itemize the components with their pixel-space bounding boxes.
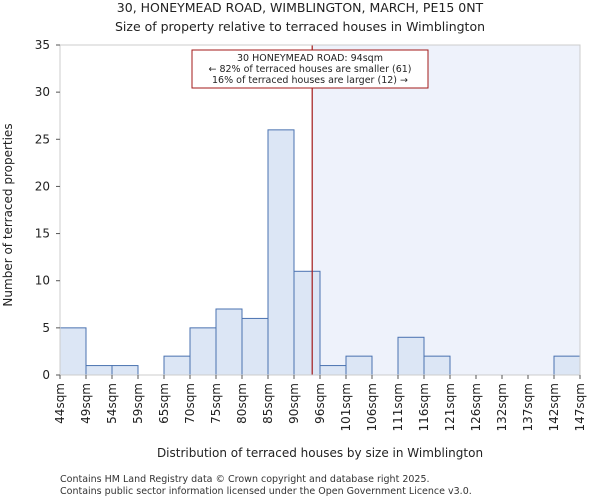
chart-subtitle: Size of property relative to terraced ho…: [115, 19, 485, 34]
bar-96sqm: [319, 365, 347, 376]
y-tick-label-25: 25: [35, 132, 50, 146]
y-axis-label: Number of terraced properties: [1, 123, 15, 306]
bar-111sqm: [397, 336, 425, 376]
bar-54sqm: [111, 365, 139, 376]
y-tick-label-10: 10: [35, 274, 50, 288]
y-tick-label-35: 35: [35, 38, 50, 52]
x-tick-label-111sqm: 111sqm: [391, 383, 405, 431]
x-tick-label-101sqm: 101sqm: [339, 383, 353, 431]
x-tick-label-132sqm: 132sqm: [495, 383, 509, 431]
annotation-line-3: 16% of terraced houses are larger (12) →: [212, 75, 408, 86]
x-tick-label-59sqm: 59sqm: [131, 383, 145, 424]
x-tick-label-54sqm: 54sqm: [105, 383, 119, 424]
bar-70sqm: [189, 327, 217, 376]
bar-44sqm: [59, 327, 87, 376]
bar-75sqm: [215, 308, 243, 376]
x-tick-label-49sqm: 49sqm: [79, 383, 93, 424]
bar-101sqm: [345, 355, 373, 376]
x-tick-label-106sqm: 106sqm: [365, 383, 379, 431]
annotation-box: 30 HONEYMEAD ROAD: 94sqm ← 82% of terrac…: [191, 49, 429, 89]
footer-line-1: Contains HM Land Registry data © Crown c…: [60, 474, 430, 485]
y-tick-label-0: 0: [42, 368, 50, 382]
annotation-line-2: ← 82% of terraced houses are smaller (61…: [208, 64, 411, 75]
y-axis: 0 5 10 15 20 25 30 35: [35, 38, 60, 382]
y-tick-label-30: 30: [35, 85, 50, 99]
x-tick-label-147sqm: 147sqm: [573, 383, 587, 431]
y-tick-label-5: 5: [42, 321, 50, 335]
x-tick-label-126sqm: 126sqm: [469, 383, 483, 431]
x-tick-label-44sqm: 44sqm: [53, 383, 67, 424]
bar-80sqm: [241, 317, 269, 376]
x-tick-label-121sqm: 121sqm: [443, 383, 457, 431]
larger-region-shading: [312, 45, 580, 375]
bars-group: [59, 129, 581, 376]
x-axis: 44sqm 49sqm 54sqm 59sqm 65sqm 70sqm 75sqm 80sqm…: [53, 375, 587, 431]
x-tick-label-75sqm: 75sqm: [209, 383, 223, 424]
x-tick-label-90sqm: 90sqm: [287, 383, 301, 424]
x-tick-label-96sqm: 96sqm: [313, 383, 327, 424]
x-tick-label-65sqm: 65sqm: [157, 383, 171, 424]
x-tick-label-142sqm: 142sqm: [547, 383, 561, 431]
bar-49sqm: [85, 365, 113, 376]
x-axis-label: Distribution of terraced houses by size …: [157, 446, 483, 460]
bar-142sqm: [553, 355, 581, 376]
y-tick-label-15: 15: [35, 227, 50, 241]
x-tick-label-116sqm: 116sqm: [417, 383, 431, 431]
x-tick-label-137sqm: 137sqm: [521, 383, 535, 431]
x-tick-label-85sqm: 85sqm: [261, 383, 275, 424]
x-tick-label-80sqm: 80sqm: [235, 383, 249, 424]
bar-65sqm: [163, 355, 191, 376]
x-tick-label-70sqm: 70sqm: [183, 383, 197, 424]
chart-title: 30, HONEYMEAD ROAD, WIMBLINGTON, MARCH, …: [117, 0, 484, 15]
y-tick-label-20: 20: [35, 179, 50, 193]
footer-line-2: Contains public sector information licen…: [60, 486, 472, 497]
bar-116sqm: [423, 355, 451, 376]
annotation-line-1: 30 HONEYMEAD ROAD: 94sqm: [237, 53, 383, 64]
bar-85sqm: [267, 129, 295, 376]
bar-90sqm: [293, 270, 321, 376]
